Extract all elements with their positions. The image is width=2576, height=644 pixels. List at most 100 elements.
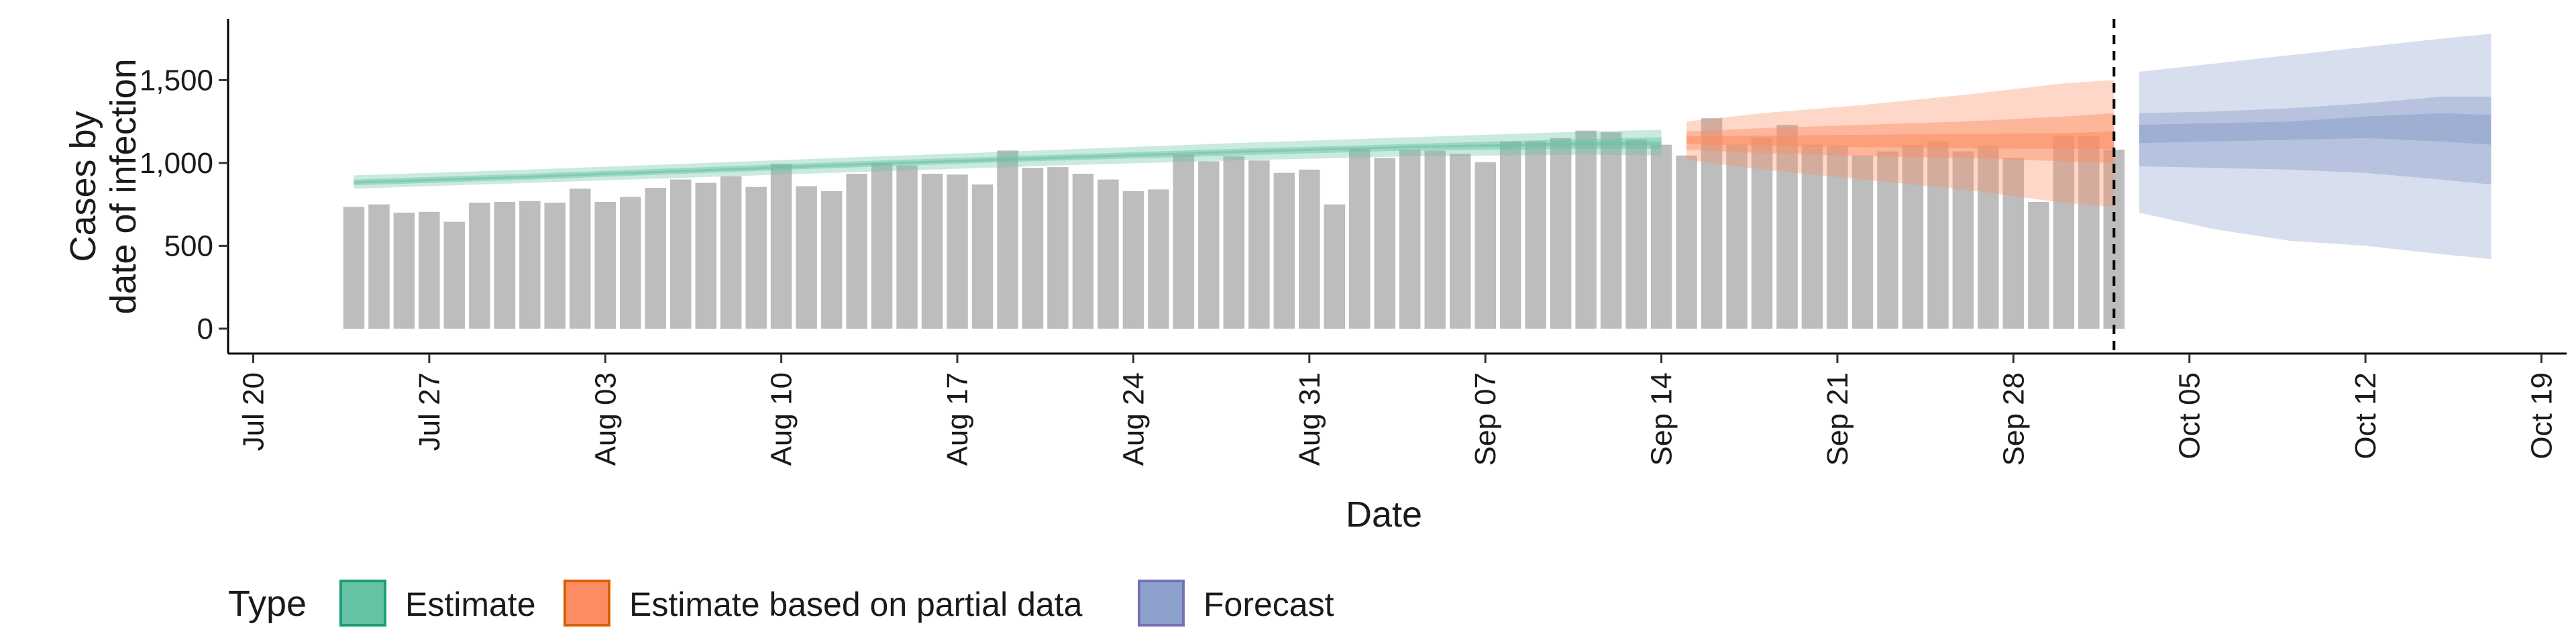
reported-case-bars: [343, 118, 2125, 329]
x-tick-label: Sep 14: [1646, 372, 1678, 466]
bar: [594, 202, 616, 329]
x-tick-label: Oct 05: [2174, 372, 2206, 460]
bar: [1223, 156, 1245, 329]
bar: [443, 221, 466, 329]
bar: [1047, 167, 1069, 329]
bar: [2053, 136, 2075, 329]
bar: [1374, 158, 1395, 329]
x-tick-label: Sep 21: [1821, 372, 1854, 466]
x-tick-label: Aug 10: [765, 372, 798, 466]
x-axis-label: Date: [1346, 494, 1422, 535]
legend-label-estimate-based-on-partial-data: Estimate based on partial data: [629, 586, 1083, 623]
bar: [1676, 155, 1697, 329]
bar: [1248, 160, 1270, 329]
bar: [1902, 144, 1924, 329]
legend-label-forecast: Forecast: [1203, 586, 1334, 623]
bar: [1751, 138, 1773, 329]
bar: [1097, 179, 1119, 329]
legend: Type Estimate Estimate based on partial da…: [228, 580, 1334, 627]
legend-title: Type: [228, 584, 307, 624]
bar: [971, 184, 994, 329]
bar: [1173, 154, 1195, 329]
legend-swatch-estimate-based-on-partial-data: [564, 580, 610, 627]
band-forecast: [2139, 34, 2491, 260]
x-tick-label: Sep 28: [1997, 372, 2030, 466]
band-90-interval: [2139, 34, 2491, 260]
bar: [1198, 161, 1220, 329]
bar: [570, 189, 591, 329]
x-tick-label: Aug 17: [941, 372, 974, 466]
band-estimate: [354, 129, 1662, 189]
x-tick-label: Oct 19: [2526, 372, 2559, 460]
bar: [1072, 174, 1094, 329]
bar: [1450, 154, 1471, 329]
bar: [1299, 169, 1320, 329]
x-tick-label: Oct 12: [2349, 372, 2382, 460]
bar: [519, 201, 541, 329]
bar: [2028, 202, 2049, 329]
bar: [494, 202, 516, 329]
bar: [1827, 146, 1848, 329]
x-tick-label: Aug 31: [1293, 372, 1326, 466]
bar: [1877, 151, 1898, 329]
bar: [947, 174, 968, 329]
bar: [670, 179, 692, 329]
x-tick-label: Aug 03: [589, 372, 622, 466]
bar: [896, 165, 918, 329]
bar: [770, 164, 792, 329]
bar: [1851, 155, 1874, 329]
bar: [544, 203, 566, 329]
x-tick-label: Jul 27: [413, 372, 446, 451]
bar: [1474, 162, 1496, 329]
bar: [921, 174, 943, 329]
bar: [1801, 144, 1823, 329]
bar: [1273, 172, 1295, 329]
bar: [343, 207, 365, 329]
x-tick-label: Sep 07: [1469, 372, 1502, 466]
legend-label-estimate: Estimate: [405, 586, 536, 623]
bar: [1499, 141, 1521, 329]
bar: [1978, 146, 1999, 329]
bar: [368, 204, 390, 329]
bar: [1600, 132, 1622, 329]
bar: [745, 186, 767, 329]
y-axis-label: Cases by date of infection: [63, 58, 144, 314]
bar: [2002, 158, 2025, 329]
bar: [1424, 150, 1446, 329]
bar: [695, 182, 716, 329]
y-tick-label: 1,500: [140, 64, 213, 97]
bar: [1927, 141, 1949, 329]
bar: [1625, 140, 1647, 329]
bar: [419, 211, 440, 329]
bar: [1022, 168, 1044, 329]
bar: [1349, 148, 1371, 329]
bar: [1324, 204, 1345, 329]
bar: [1575, 130, 1597, 329]
x-tick-label: Jul 20: [237, 372, 270, 451]
band-20-interval: [1686, 131, 2114, 149]
bar: [997, 150, 1018, 329]
bar: [2078, 136, 2100, 329]
bar: [1650, 144, 1672, 329]
legend-swatch-estimate: [339, 580, 386, 627]
bar: [871, 162, 893, 329]
bar: [796, 186, 817, 329]
legend-swatch-forecast: [1138, 580, 1185, 627]
band-20-interval: [354, 141, 1662, 184]
bar: [645, 188, 666, 329]
axes: 0 500 1,000 1,500 Jul 20 Jul 27 Aug 03 Aug 10 Au…: [63, 19, 2567, 535]
band-estimate-based-on-partial-data: [1686, 80, 2114, 207]
y-tick-label: 0: [197, 313, 213, 345]
bar: [1550, 138, 1572, 329]
bar: [1399, 150, 1421, 329]
bar: [620, 197, 641, 329]
bar: [846, 174, 867, 329]
bar: [1701, 118, 1723, 329]
bar: [1122, 191, 1144, 329]
y-tick-label: 1,000: [140, 147, 213, 180]
y-axis-label-line: date of infection: [103, 58, 144, 314]
bar: [820, 191, 843, 329]
bar: [1148, 189, 1169, 329]
band-20-interval: [2139, 113, 2491, 145]
